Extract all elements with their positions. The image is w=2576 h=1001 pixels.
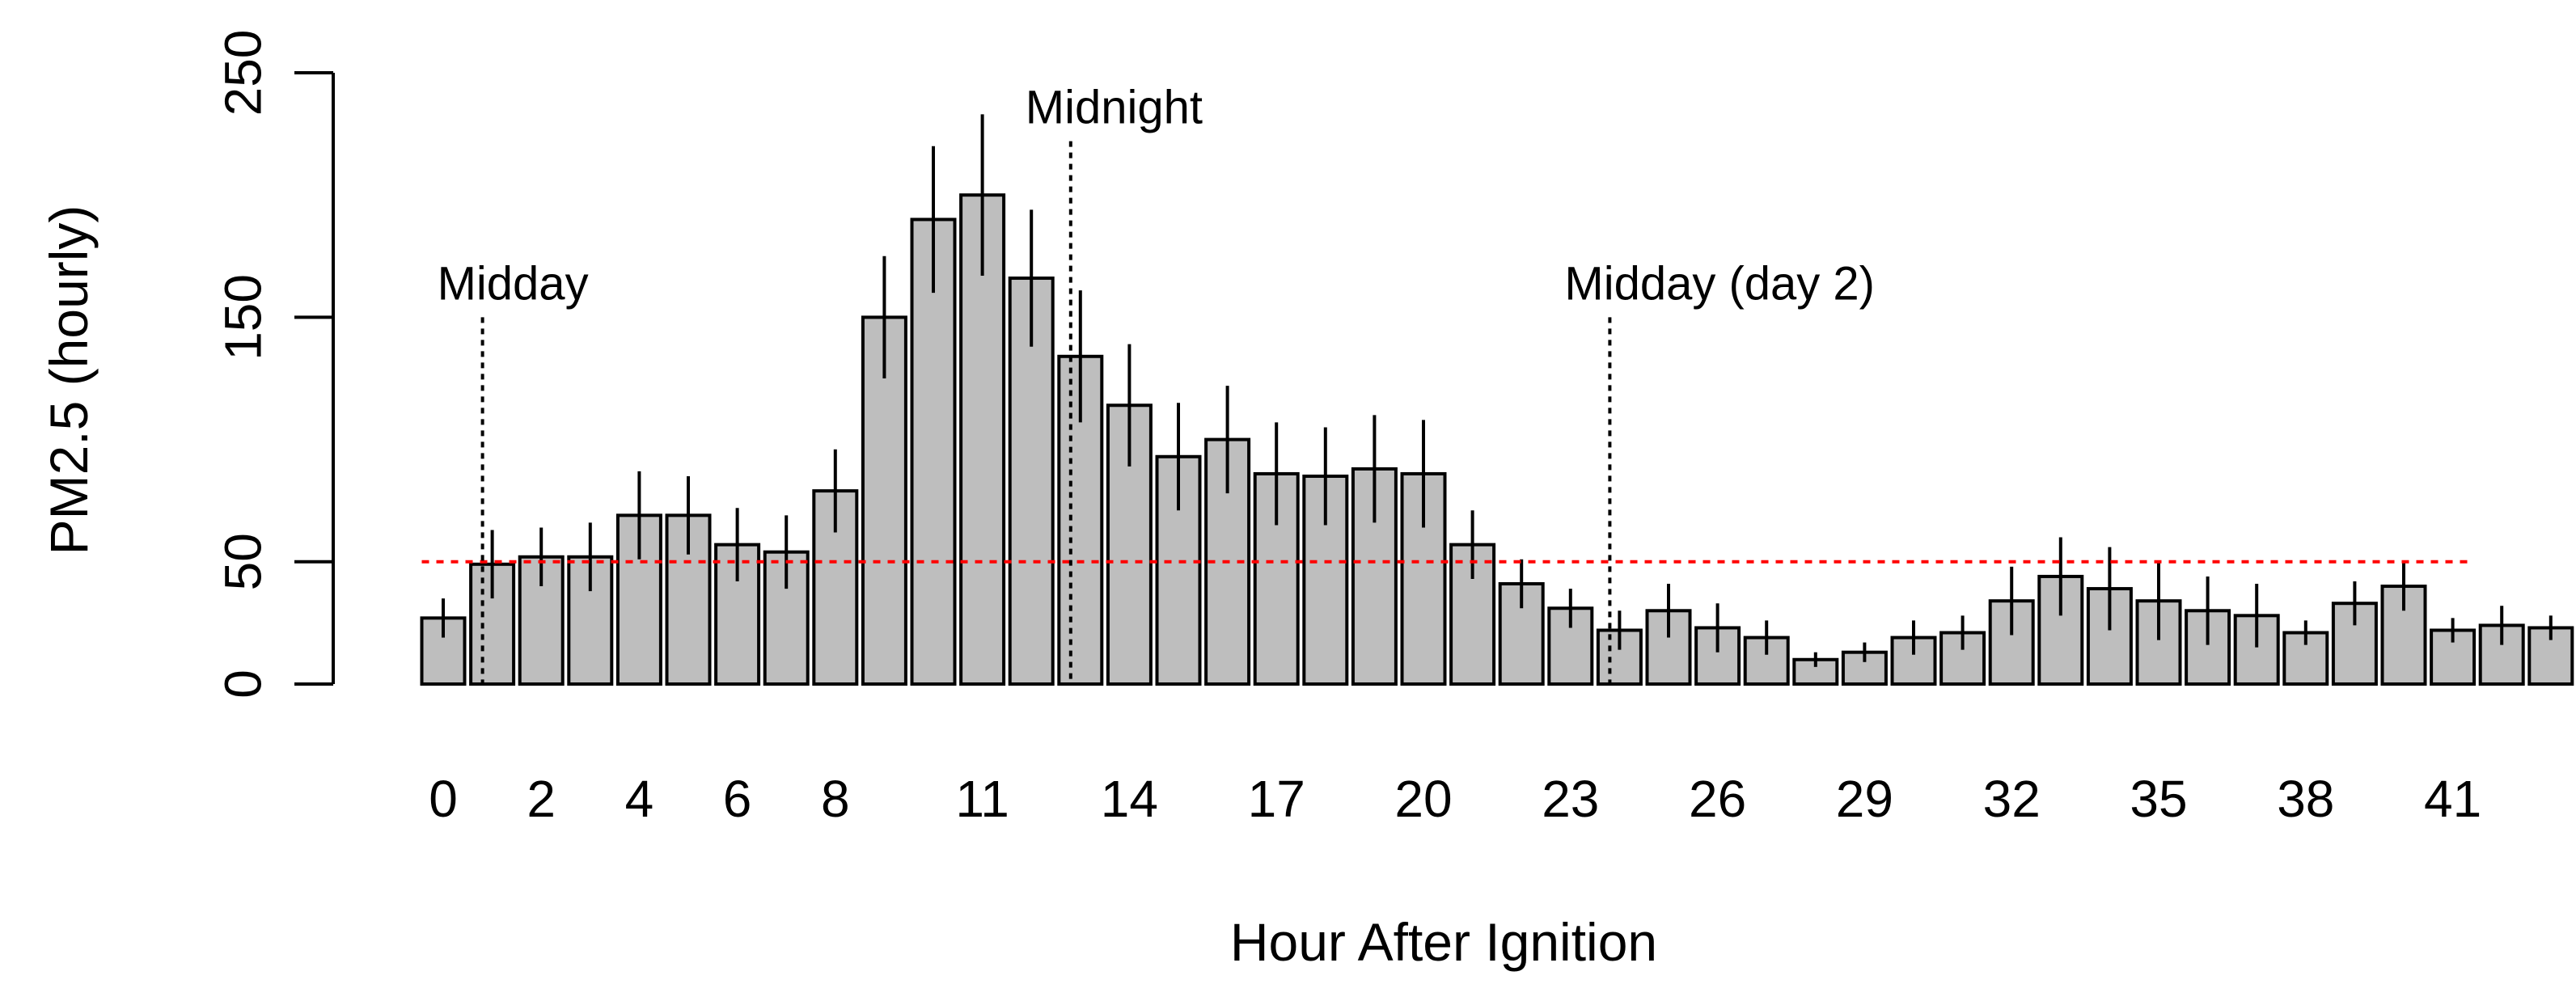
bar bbox=[1449, 543, 1496, 686]
bar bbox=[959, 193, 1006, 686]
bar-series bbox=[420, 193, 2574, 686]
bar bbox=[469, 562, 516, 686]
x-axis-title: Hour After Ignition bbox=[1230, 912, 1657, 972]
annotation-label: Midday (day 2) bbox=[1564, 257, 1875, 310]
y-tick-label: 0 bbox=[214, 669, 272, 699]
bar bbox=[2135, 599, 2182, 686]
x-tick-label: 29 bbox=[1836, 770, 1893, 828]
y-axis-title: PM2.5 (hourly) bbox=[39, 205, 99, 555]
x-tick-label: 26 bbox=[1689, 770, 1746, 828]
x-tick-label: 17 bbox=[1248, 770, 1305, 828]
annotation-label: Midnight bbox=[1026, 82, 1203, 134]
x-tick-label: 8 bbox=[821, 770, 850, 828]
x-tick-label: 0 bbox=[429, 770, 458, 828]
x-tick-label: 35 bbox=[2130, 770, 2187, 828]
x-tick-label: 38 bbox=[2277, 770, 2334, 828]
y-tick-label: 250 bbox=[214, 30, 272, 116]
x-tick-labels: 0 2 4 6 8 11 14 17 20 23 26 29 32 35 38 41 bbox=[429, 770, 2481, 828]
x-tick-label: 6 bbox=[723, 770, 752, 828]
x-tick-label: 14 bbox=[1101, 770, 1158, 828]
bar bbox=[1351, 467, 1398, 686]
x-tick-label: 11 bbox=[955, 770, 1009, 828]
annotations: Midday Midnight Midday (day 2) bbox=[438, 82, 1875, 684]
x-tick-label: 4 bbox=[625, 770, 654, 828]
y-tick-label: 50 bbox=[214, 533, 272, 590]
x-tick-label: 23 bbox=[1542, 770, 1599, 828]
annotation-label: Midday bbox=[438, 257, 589, 310]
x-tick-label: 41 bbox=[2424, 770, 2481, 828]
y-axis: 0 50 150 250 bbox=[214, 30, 335, 699]
x-tick-label: 20 bbox=[1394, 770, 1452, 828]
error-bars bbox=[442, 114, 2553, 667]
x-tick-label: 32 bbox=[1983, 770, 2041, 828]
bar bbox=[1057, 354, 1104, 686]
x-tick-label: 2 bbox=[527, 770, 556, 828]
y-tick-label: 150 bbox=[214, 274, 272, 361]
